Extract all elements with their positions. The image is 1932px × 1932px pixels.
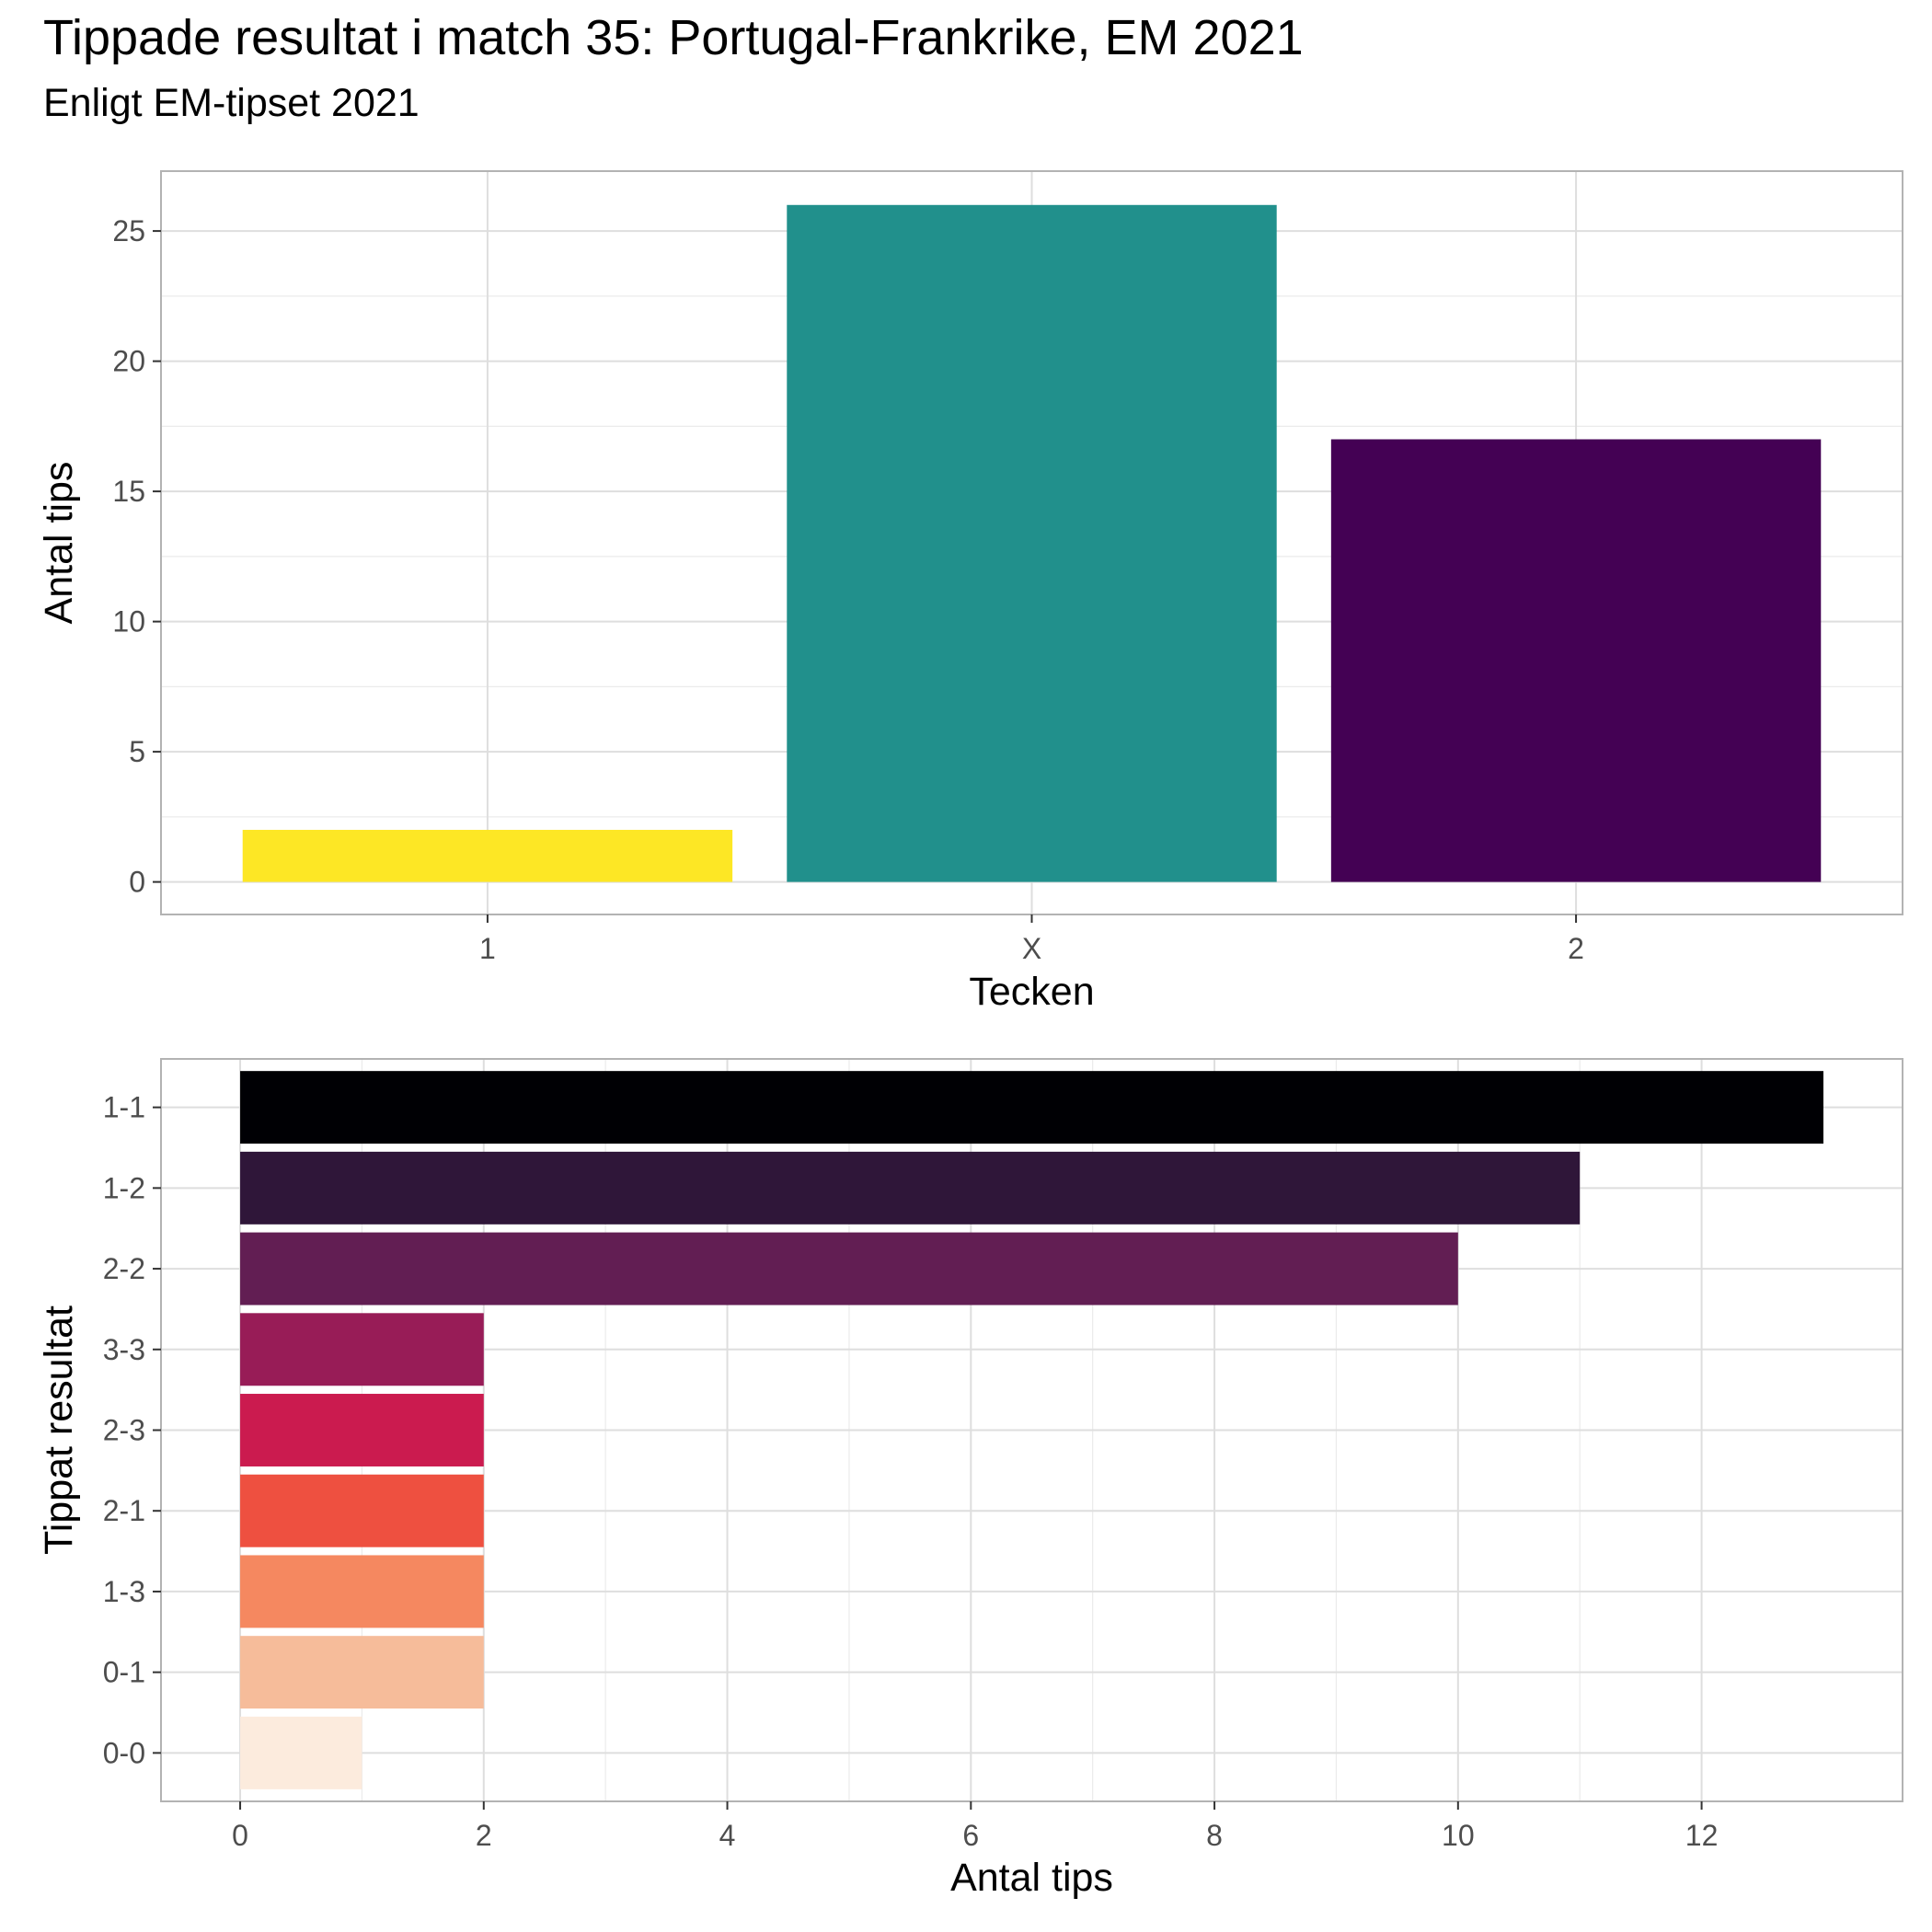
chart-tecken: 0 5 10 15 20 25 1 X 2 Tecken Antal tips — [37, 170, 1903, 1014]
y-tick-label: 3-3 — [103, 1333, 145, 1366]
bar-2-1 — [240, 1474, 484, 1547]
x-axis-title: Tecken — [969, 970, 1094, 1014]
y-tick-label: 10 — [112, 605, 145, 638]
bar-0-0 — [240, 1716, 362, 1789]
y-tick-label: 25 — [112, 214, 145, 247]
x-tick-label: 0 — [232, 1819, 248, 1852]
chart-tippat-resultat: 1-1 1-2 2-2 3-3 2-3 2-1 1-3 0-1 0-0 0 2 4 6 8 10 12 Anta… — [37, 1058, 1903, 1900]
x-tick-label: 4 — [719, 1819, 736, 1852]
x-tick-label: 12 — [1685, 1819, 1719, 1852]
bar-2-2 — [240, 1232, 1458, 1305]
y-axis-title: Tippat resultat — [37, 1305, 81, 1555]
y-tick-label: 2-2 — [103, 1252, 145, 1285]
y-tick-label: 1-1 — [103, 1091, 145, 1124]
x-tick-label: 6 — [962, 1819, 979, 1852]
bar-1-2 — [240, 1151, 1581, 1225]
bar-2 — [1330, 439, 1822, 882]
x-tick-label: 2 — [1568, 932, 1584, 965]
y-axis-title: Antal tips — [37, 462, 81, 625]
y-tick-label: 1-2 — [103, 1171, 145, 1204]
y-tick-label: 20 — [112, 345, 145, 378]
y-tick-label: 0 — [129, 866, 145, 899]
chart-subtitle: Enligt EM-tipset 2021 — [43, 81, 420, 125]
y-tick-label: 0-1 — [103, 1656, 145, 1689]
bar-0-1 — [240, 1636, 484, 1709]
bar-1-1 — [240, 1071, 1823, 1144]
y-tick-label: 5 — [129, 735, 145, 768]
x-axis-title: Antal tips — [950, 1856, 1113, 1900]
y-tick-label: 2-3 — [103, 1414, 145, 1447]
bar-1-3 — [240, 1555, 484, 1628]
bar-3-3 — [240, 1313, 484, 1386]
bar-x — [787, 204, 1277, 882]
x-tick-label: 10 — [1442, 1819, 1475, 1852]
x-tick-label: 8 — [1206, 1819, 1223, 1852]
x-tick-label: 2 — [476, 1819, 492, 1852]
bar-1 — [242, 830, 733, 882]
y-tick-label: 15 — [112, 475, 145, 508]
x-tick-label: 1 — [479, 932, 496, 965]
y-tick-label: 0-0 — [103, 1736, 145, 1769]
y-tick-label: 1-3 — [103, 1575, 145, 1608]
y-tick-label: 2-1 — [103, 1494, 145, 1527]
x-tick-label: X — [1022, 932, 1041, 965]
bar-2-3 — [240, 1394, 484, 1466]
chart-title: Tippade resultat i match 35: Portugal-Fr… — [43, 10, 1304, 65]
